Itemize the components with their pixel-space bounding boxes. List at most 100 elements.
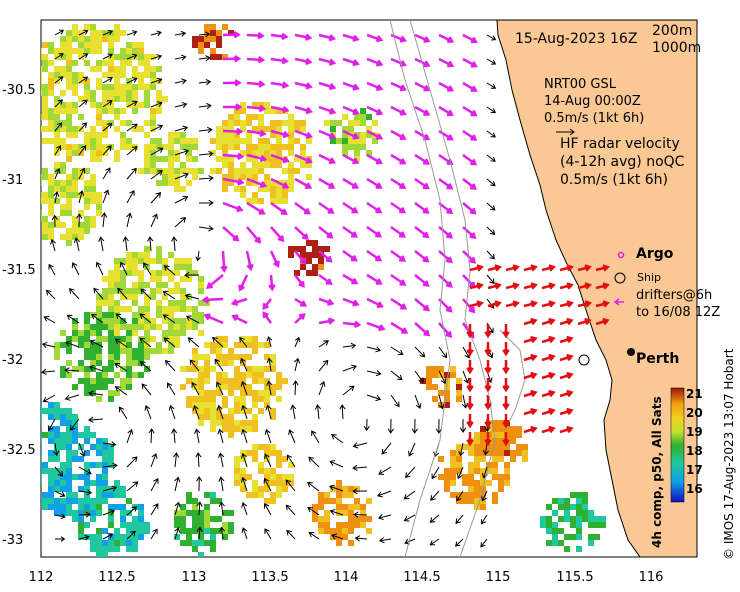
current-arrow xyxy=(174,476,181,492)
sst-pixel xyxy=(144,354,150,360)
sst-pixel xyxy=(252,174,258,180)
sst-pixel xyxy=(30,54,36,60)
sst-pixel xyxy=(90,156,96,162)
sst-pixel xyxy=(180,186,186,192)
sst-pixel xyxy=(210,414,216,420)
sst-pixel xyxy=(312,510,318,516)
model-current-arrow xyxy=(366,225,383,238)
sst-pixel xyxy=(522,450,528,456)
model-current-arrow xyxy=(342,177,359,189)
sst-pixel xyxy=(210,30,216,36)
radar-velocity-arrow xyxy=(523,335,538,344)
sst-pixel xyxy=(210,36,216,42)
sst-pixel xyxy=(48,138,54,144)
sst-pixel xyxy=(168,288,174,294)
sst-pixel xyxy=(222,414,228,420)
sst-pixel xyxy=(48,498,54,504)
current-arrow xyxy=(459,418,467,434)
sst-pixel xyxy=(240,420,246,426)
current-arrow xyxy=(240,357,248,372)
sst-pixel xyxy=(48,480,54,486)
model-current-arrow xyxy=(462,33,478,44)
sst-pixel xyxy=(168,336,174,342)
model-current-arrow xyxy=(342,105,360,116)
current-arrow xyxy=(486,82,497,89)
sst-pixel xyxy=(114,90,120,96)
sst-pixel xyxy=(54,426,60,432)
sst-pixel xyxy=(114,72,120,78)
sst-pixel xyxy=(276,126,282,132)
current-arrow xyxy=(290,404,297,420)
sst-pixel xyxy=(42,138,48,144)
sst-pixel xyxy=(66,228,72,234)
sst-pixel xyxy=(468,444,474,450)
sst-pixel xyxy=(54,72,60,78)
sst-pixel xyxy=(120,294,126,300)
x-tick: 112 xyxy=(28,570,54,585)
sst-pixel xyxy=(84,384,90,390)
sst-pixel xyxy=(342,528,348,534)
sst-pixel xyxy=(78,360,84,366)
sst-pixel xyxy=(174,342,180,348)
sst-pixel xyxy=(126,522,132,528)
current-arrow xyxy=(147,236,154,252)
sst-pixel xyxy=(270,498,276,504)
sst-pixel xyxy=(144,102,150,108)
sst-pixel xyxy=(228,126,234,132)
sst-pixel xyxy=(234,456,240,462)
model-current-arrow xyxy=(268,274,276,292)
sst-pixel xyxy=(210,348,216,354)
sst-pixel xyxy=(198,384,204,390)
sst-pixel xyxy=(306,138,312,144)
sst-pixel xyxy=(222,534,228,540)
model-current-arrow xyxy=(414,177,430,190)
sst-pixel xyxy=(90,534,96,540)
sst-pixel xyxy=(450,456,456,462)
sst-pixel xyxy=(288,114,294,120)
current-arrow xyxy=(390,346,404,356)
sst-pixel xyxy=(186,378,192,384)
sst-pixel xyxy=(72,60,78,66)
sst-pixel xyxy=(456,498,462,504)
sst-pixel xyxy=(546,522,552,528)
sst-pixel xyxy=(138,252,144,258)
radar-velocity-arrow xyxy=(469,282,484,290)
sst-pixel xyxy=(270,474,276,480)
current-arrow xyxy=(126,428,134,444)
sst-pixel xyxy=(252,168,258,174)
sst-pixel xyxy=(48,474,54,480)
sst-pixel xyxy=(204,414,210,420)
sst-pixel xyxy=(252,396,258,402)
model-current-arrow xyxy=(342,320,362,329)
sst-pixel xyxy=(108,306,114,312)
sst-pixel xyxy=(150,126,156,132)
sst-pixel xyxy=(66,360,72,366)
sst-pixel xyxy=(108,330,114,336)
sst-pixel xyxy=(180,318,186,324)
sst-pixel xyxy=(276,456,282,462)
model-current-arrow xyxy=(414,105,431,116)
sst-pixel xyxy=(162,282,168,288)
sst-pixel xyxy=(66,174,72,180)
sst-pixel xyxy=(144,330,150,336)
sst-pixel xyxy=(144,336,150,342)
sst-pixel xyxy=(102,462,108,468)
sst-pixel xyxy=(114,546,120,552)
radar-velocity-arrow xyxy=(523,282,538,290)
sst-pixel xyxy=(252,342,258,348)
sst-pixel xyxy=(84,522,90,528)
sst-pixel xyxy=(120,324,126,330)
sst-pixel xyxy=(276,150,282,156)
radar-velocity-arrow xyxy=(466,342,474,357)
sst-pixel xyxy=(24,72,30,78)
sst-pixel xyxy=(96,60,102,66)
sst-pixel xyxy=(264,474,270,480)
sst-pixel xyxy=(234,174,240,180)
sst-pixel xyxy=(144,324,150,330)
y-tick: -32 xyxy=(2,353,24,368)
sst-pixel xyxy=(192,156,198,162)
model-current-arrow xyxy=(222,226,240,242)
sst-pixel xyxy=(72,216,78,222)
sst-pixel xyxy=(102,36,108,42)
current-arrow xyxy=(53,442,60,457)
